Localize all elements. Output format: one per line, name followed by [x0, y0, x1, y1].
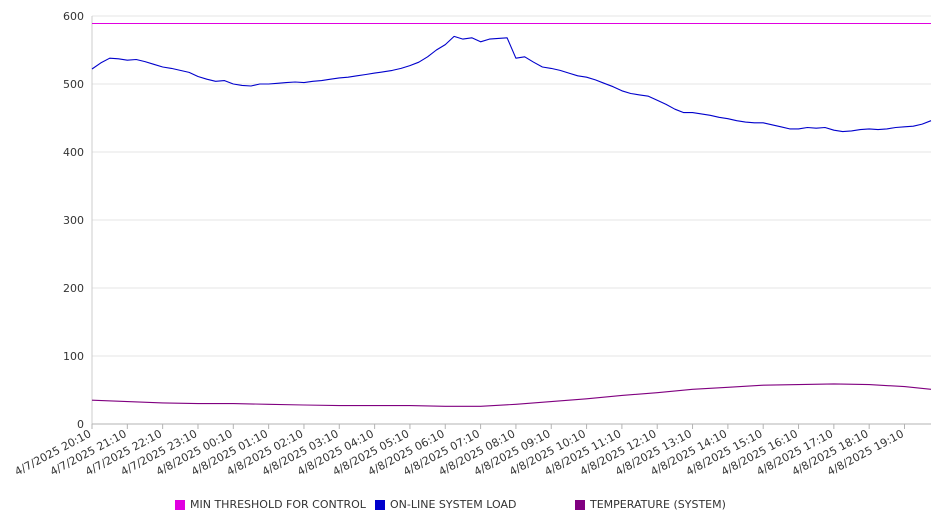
- series-line-system-load: [91, 35, 932, 133]
- gridlines: [92, 15, 931, 357]
- legend: MIN THRESHOLD FOR CONTROL ON-LINE SYSTEM…: [0, 498, 946, 514]
- legend-swatch-temperature: [575, 499, 585, 510]
- y-tick-label: 300: [63, 214, 84, 227]
- legend-item-system-load: ON-LINE SYSTEM LOAD: [375, 498, 516, 511]
- x-axis-ticks: 4/7/2025 20:104/7/2025 21:104/7/2025 22:…: [13, 424, 906, 478]
- series-lines: [91, 22, 932, 407]
- y-tick-label: 400: [63, 146, 84, 159]
- series-line-temperature: [91, 383, 932, 407]
- legend-label-system-load: ON-LINE SYSTEM LOAD: [390, 498, 517, 511]
- legend-item-temperature: TEMPERATURE (SYSTEM): [575, 498, 726, 511]
- y-tick-label: 200: [63, 282, 84, 295]
- axes: [91, 16, 931, 425]
- y-tick-label: 0: [77, 418, 84, 431]
- y-tick-label: 100: [63, 350, 84, 363]
- legend-item-threshold: MIN THRESHOLD FOR CONTROL: [175, 498, 366, 511]
- y-axis-ticks: 0 100 200 300 400 500 600: [63, 10, 84, 431]
- y-tick-label: 500: [63, 78, 84, 91]
- legend-swatch-system-load: [375, 499, 385, 510]
- y-tick-label: 600: [63, 10, 84, 23]
- legend-label-threshold: MIN THRESHOLD FOR CONTROL: [190, 498, 366, 511]
- legend-label-temperature: TEMPERATURE (SYSTEM): [590, 498, 726, 511]
- legend-swatch-threshold: [175, 499, 185, 510]
